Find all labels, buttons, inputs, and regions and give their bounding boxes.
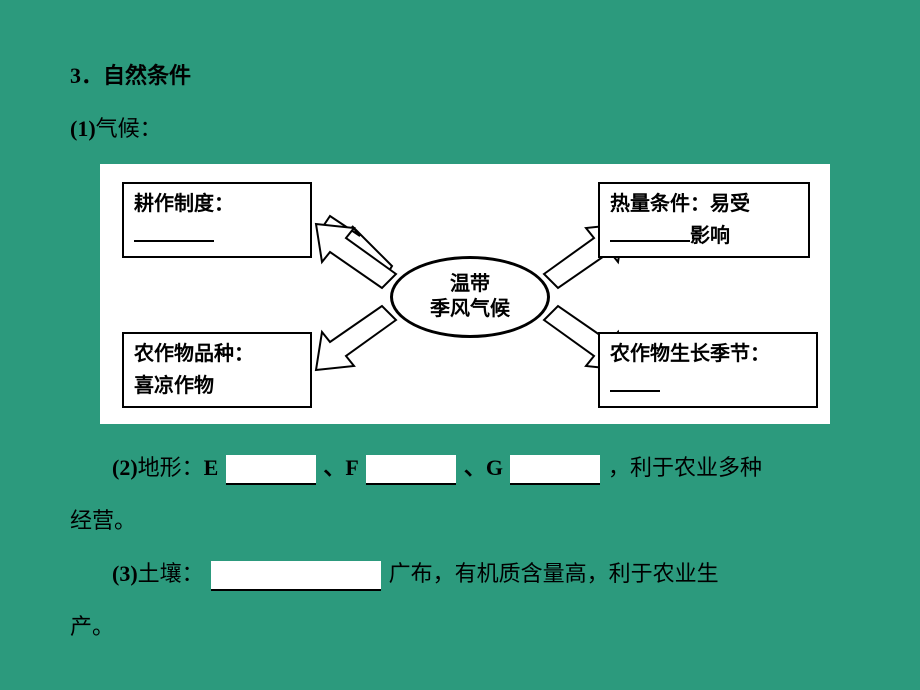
- item-1-prefix: (1): [70, 116, 96, 141]
- blank-g: [510, 455, 600, 485]
- climate-diagram: 温带 季风气候 耕作制度： 农作物品种： 喜凉作物 热量条件：易受 影响 农作物…: [100, 164, 830, 424]
- node-bl-l2: 喜凉作物: [134, 375, 214, 397]
- blank-e: [226, 455, 316, 485]
- node-top-right: 热量条件：易受 影响: [598, 182, 810, 258]
- item-3-label: 土壤：: [138, 561, 204, 586]
- blank-br: [610, 372, 660, 392]
- item-2-g: 、G: [464, 455, 503, 480]
- blank-tr: [610, 222, 690, 242]
- center-line2: 季风气候: [430, 297, 510, 322]
- node-tr-l1: 热量条件：易受: [610, 193, 750, 215]
- heading-line: 3．自然条件: [70, 58, 860, 93]
- item-1-line: (1)气候：: [70, 111, 860, 146]
- blank-tl: [134, 222, 214, 242]
- blank-soil: [211, 561, 381, 591]
- item-2-l2: 经营。: [70, 508, 136, 533]
- document-content: 3．自然条件 (1)气候： 温带 季风气候 耕作制度：: [70, 58, 860, 654]
- item-3-line2: 产。: [70, 601, 860, 654]
- node-bottom-left: 农作物品种： 喜凉作物: [122, 332, 312, 408]
- node-bottom-right: 农作物生长季节：: [598, 332, 818, 408]
- item-2-f: 、F: [323, 455, 358, 480]
- item-1-label: 气候：: [96, 116, 162, 141]
- item-2-prefix: (2): [112, 455, 138, 480]
- heading-title: 自然条件: [103, 63, 191, 88]
- item-2-line2: 经营。: [70, 495, 860, 548]
- node-bl-l1: 农作物品种：: [134, 343, 254, 365]
- item-2-line1: (2)地形：E 、F 、G ，利于农业多种: [112, 442, 860, 495]
- item-2-e: E: [204, 455, 219, 480]
- heading-num: 3．: [70, 63, 103, 88]
- center-line1: 温带: [450, 272, 490, 297]
- item-3-prefix: (3): [112, 561, 138, 586]
- item-3-l2: 产。: [70, 614, 114, 639]
- item-2-label: 地形：: [138, 455, 204, 480]
- node-tr-suffix: 影响: [690, 225, 730, 247]
- item-3-mid: 广布，有机质含量高，利于农业生: [389, 561, 719, 586]
- node-tl-text: 耕作制度：: [134, 193, 234, 215]
- item-2-tail: ，利于农业多种: [608, 455, 762, 480]
- blank-f: [366, 455, 456, 485]
- diagram-center-node: 温带 季风气候: [390, 256, 550, 338]
- node-top-left: 耕作制度：: [122, 182, 312, 258]
- item-3-line1: (3)土壤： 广布，有机质含量高，利于农业生: [112, 548, 860, 601]
- node-br-l1: 农作物生长季节：: [610, 343, 770, 365]
